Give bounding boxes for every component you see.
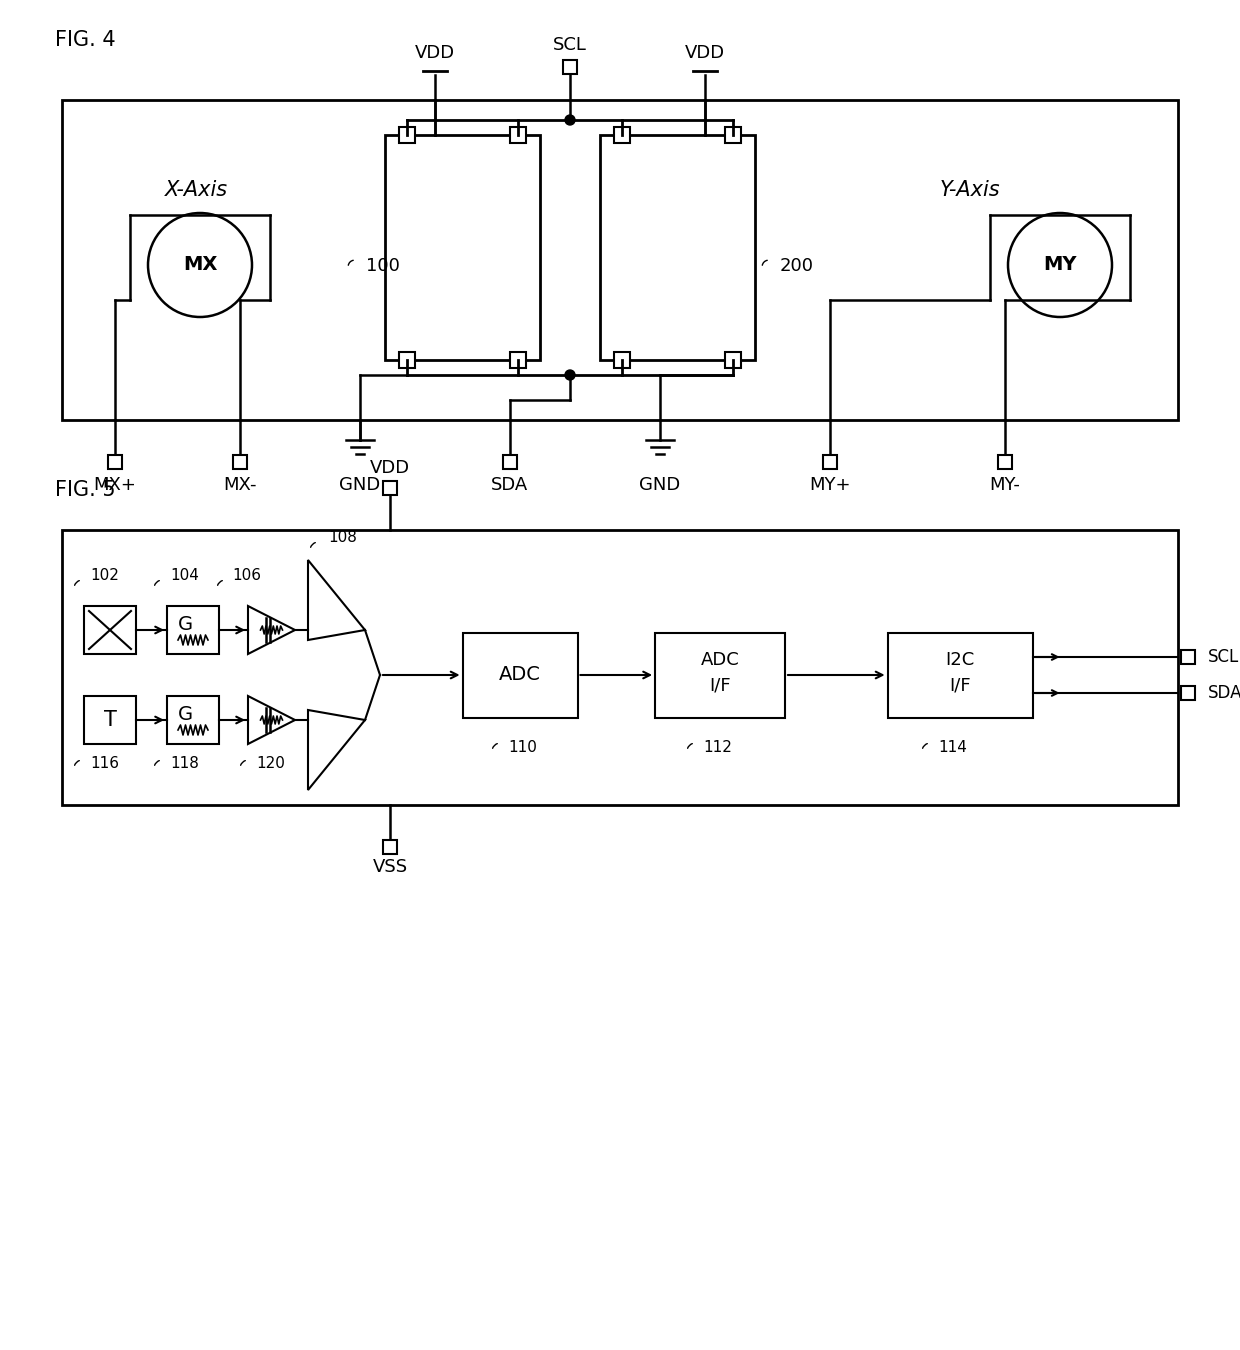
Bar	[167, 606, 219, 653]
Text: MY-: MY-	[990, 477, 1021, 494]
Text: VSS: VSS	[372, 859, 408, 876]
Bar	[725, 352, 742, 369]
Bar	[233, 455, 247, 468]
Bar	[399, 352, 415, 369]
Text: 100: 100	[366, 256, 399, 275]
Bar	[1180, 649, 1195, 664]
Bar	[108, 455, 122, 468]
Text: I2C: I2C	[945, 651, 975, 670]
Bar	[503, 455, 517, 468]
Bar	[167, 697, 219, 744]
Bar	[510, 127, 526, 143]
Bar	[563, 59, 577, 74]
Bar	[463, 633, 578, 717]
Bar	[600, 135, 755, 360]
Text: FIG. 4: FIG. 4	[55, 30, 115, 50]
Bar	[725, 127, 742, 143]
Circle shape	[565, 115, 575, 126]
Text: 114: 114	[937, 740, 967, 755]
Circle shape	[565, 370, 575, 379]
Text: 200: 200	[780, 256, 813, 275]
Text: GND: GND	[340, 477, 381, 494]
Bar	[614, 352, 630, 369]
Text: 120: 120	[255, 756, 285, 771]
Bar	[998, 455, 1012, 468]
Text: VDD: VDD	[370, 459, 410, 477]
Text: 104: 104	[170, 567, 198, 582]
Bar	[84, 697, 136, 744]
Text: VDD: VDD	[684, 45, 725, 62]
Text: 112: 112	[703, 740, 732, 755]
Text: 102: 102	[91, 567, 119, 582]
Text: MX-: MX-	[223, 477, 257, 494]
Text: G: G	[177, 616, 192, 634]
Text: G: G	[177, 706, 192, 725]
Text: SCL: SCL	[1208, 648, 1239, 666]
Bar	[384, 135, 539, 360]
Text: T: T	[104, 710, 117, 730]
Text: FIG. 5: FIG. 5	[55, 481, 115, 500]
Text: Y-Axis: Y-Axis	[940, 180, 1001, 200]
Text: 106: 106	[232, 567, 260, 582]
Text: ADC: ADC	[498, 666, 541, 684]
Text: MY: MY	[1043, 255, 1076, 274]
Text: 116: 116	[91, 756, 119, 771]
Bar	[62, 100, 1178, 420]
Bar	[62, 531, 1178, 805]
Text: MX+: MX+	[93, 477, 136, 494]
Text: 118: 118	[170, 756, 198, 771]
Text: I/F: I/F	[949, 676, 971, 694]
Text: SDA: SDA	[1208, 684, 1240, 702]
Text: SCL: SCL	[553, 36, 587, 54]
Text: MX: MX	[182, 255, 217, 274]
Text: VDD: VDD	[415, 45, 455, 62]
Bar	[84, 606, 136, 653]
Text: GND: GND	[640, 477, 681, 494]
Bar	[655, 633, 785, 717]
Text: 110: 110	[508, 740, 537, 755]
Bar	[399, 127, 415, 143]
Bar	[510, 352, 526, 369]
Bar	[1180, 686, 1195, 701]
Text: 108: 108	[329, 531, 357, 545]
Text: ADC: ADC	[701, 651, 739, 670]
Text: I/F: I/F	[709, 676, 730, 694]
Text: MY+: MY+	[810, 477, 851, 494]
Bar	[614, 127, 630, 143]
Bar	[888, 633, 1033, 717]
Bar	[383, 840, 397, 855]
Bar	[383, 481, 397, 495]
Bar	[823, 455, 837, 468]
Text: X-Axis: X-Axis	[165, 180, 228, 200]
Text: SDA: SDA	[491, 477, 528, 494]
